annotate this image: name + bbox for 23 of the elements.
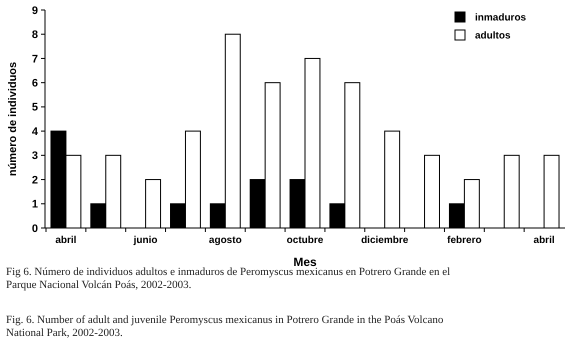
x-tick-label: diciembre [361,235,409,246]
y-tick-label: 7 [32,53,38,66]
caption: Fig. 6. Number of adult and juvenile Peromyscus mexicanus in Potrero Grande in the Poás Volcano National Park, 2002-2003. [6,314,444,339]
y-tick-label: 9 [32,4,38,17]
y-tick-label: 3 [32,150,38,162]
x-axis-title: Mes [293,255,317,269]
x-tick-label: agosto [208,235,242,246]
x-tick-label: junio [132,235,158,246]
x-tick-label: abril [534,235,555,246]
y-tick-label: 5 [32,102,38,114]
x-tick-label: abril [55,235,77,246]
y-tick-label: 8 [32,29,38,42]
y-tick-label: 1 [32,198,38,211]
x-tick-label: febrero [447,235,482,246]
y-tick-label: 6 [32,78,38,90]
legend-label: inmaduros [475,12,527,24]
legend-label: adultos [475,30,511,42]
x-tick-label: octubre [286,235,324,246]
y-axis-title: número de individuos [7,62,19,176]
y-tick-label: 4 [32,126,39,138]
y-tick-label: 2 [32,174,38,186]
caption: Fig 6. Número de individuos adultos e inmaduros de Peromyscus mexicanus en Potrero Grande en el Parque Nacional Volcán Poás, 2002-2003. [6,266,450,291]
y-tick-label: 0 [32,222,38,235]
